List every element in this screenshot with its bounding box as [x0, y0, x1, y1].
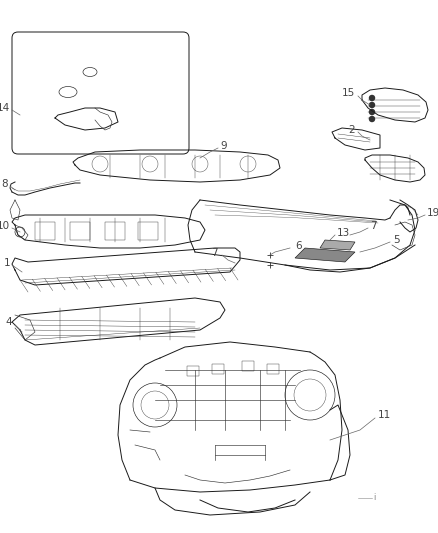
- Text: 8: 8: [1, 179, 8, 189]
- Bar: [35, 222, 55, 240]
- Text: 5: 5: [393, 235, 399, 245]
- Text: 4: 4: [5, 317, 12, 327]
- Polygon shape: [295, 248, 355, 262]
- Bar: [70, 222, 90, 240]
- Bar: [187, 366, 199, 376]
- Text: 13: 13: [337, 228, 350, 238]
- Text: 2: 2: [348, 125, 355, 135]
- Text: 11: 11: [378, 410, 391, 420]
- Bar: [105, 222, 125, 240]
- Circle shape: [369, 95, 375, 101]
- Text: i: i: [373, 494, 375, 503]
- Circle shape: [369, 109, 375, 115]
- Text: 14: 14: [0, 103, 10, 113]
- Text: 19: 19: [427, 208, 438, 218]
- Bar: [242, 361, 254, 371]
- Bar: [212, 364, 224, 374]
- Text: 6: 6: [295, 241, 302, 251]
- Text: 10: 10: [0, 221, 10, 231]
- Text: 1: 1: [4, 258, 10, 268]
- Text: 15: 15: [342, 88, 355, 98]
- Bar: [138, 222, 158, 240]
- Text: 9: 9: [220, 141, 226, 151]
- Circle shape: [369, 102, 375, 108]
- Text: 7: 7: [212, 248, 218, 258]
- Text: 7: 7: [370, 221, 377, 231]
- Circle shape: [369, 116, 375, 122]
- Bar: [267, 364, 279, 374]
- Polygon shape: [320, 240, 355, 250]
